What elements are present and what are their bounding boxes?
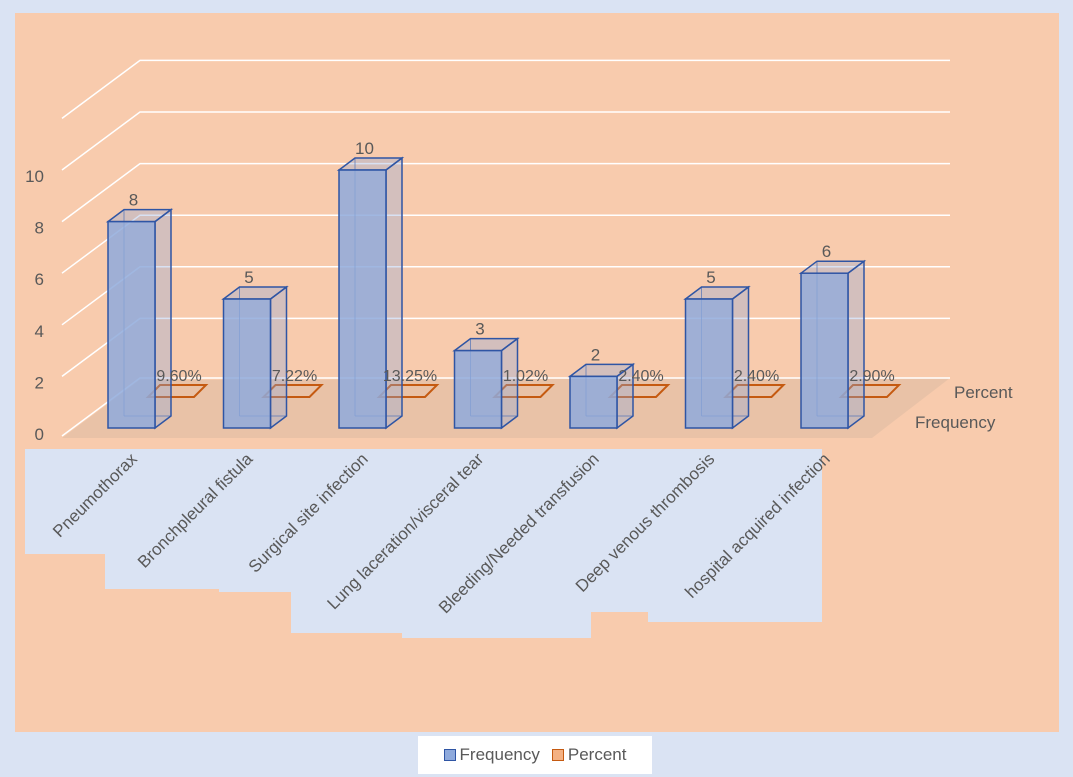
category-label-background <box>105 449 219 589</box>
frequency-bar-side <box>731 285 750 430</box>
percent-data-label: 9.60% <box>156 368 201 385</box>
category-label-background <box>219 449 291 592</box>
y-tick-label: 8 <box>35 219 44 238</box>
frequency-bar-side <box>269 285 288 430</box>
percent-data-label: 7.22% <box>272 368 317 385</box>
percent-bar <box>492 384 555 398</box>
legend: Frequency Percent <box>418 736 652 774</box>
legend-swatch-frequency <box>443 749 456 761</box>
frequency-data-label: 6 <box>822 242 831 261</box>
legend-label-frequency: Frequency <box>459 745 540 764</box>
category-label-background <box>591 449 648 612</box>
gridline <box>61 111 950 171</box>
legend-item-frequency: Frequency <box>443 745 540 765</box>
frequency-bar <box>800 272 849 429</box>
frequency-bar-side <box>154 208 172 430</box>
percent-bar <box>838 384 902 398</box>
frequency-data-label: 5 <box>706 268 715 287</box>
percent-data-label: 1.02% <box>503 368 548 385</box>
frequency-data-label: 3 <box>475 320 484 339</box>
y-tick-label: 4 <box>35 322 44 341</box>
frequency-bar-side <box>847 259 865 430</box>
gridline <box>61 162 950 223</box>
y-tick-label: 10 <box>25 167 44 186</box>
frequency-bar <box>684 298 734 429</box>
frequency-bar <box>569 375 618 429</box>
category-label-background <box>648 449 822 622</box>
gridline <box>61 214 950 274</box>
percent-data-label: 2.90% <box>849 368 894 385</box>
frequency-data-label: 10 <box>355 139 374 158</box>
category-label-background <box>25 449 107 554</box>
legend-label-percent: Percent <box>567 745 627 764</box>
y-tick-label: 6 <box>35 270 44 289</box>
percent-bar <box>376 384 440 398</box>
percent-data-label: 2.40% <box>734 368 779 385</box>
percent-bar <box>723 384 786 398</box>
percent-data-label: 13.25% <box>383 368 437 385</box>
y-tick-label: 2 <box>35 373 44 392</box>
frequency-bar <box>453 349 503 429</box>
percent-bar <box>607 384 671 398</box>
frequency-data-label: 2 <box>591 345 600 364</box>
category-label-background <box>402 449 591 638</box>
frequency-data-label: 5 <box>244 268 253 287</box>
depth-label-percent: Percent <box>954 383 1013 402</box>
percent-bar <box>145 384 209 398</box>
frequency-bar <box>222 298 272 429</box>
gridline <box>61 59 950 120</box>
frequency-bar-side <box>385 156 403 430</box>
frequency-bar <box>107 220 156 429</box>
depth-label-frequency: Frequency <box>915 413 996 432</box>
legend-swatch-percent <box>551 749 564 761</box>
frequency-bar <box>338 169 387 429</box>
y-tick-label: 0 <box>35 425 44 444</box>
percent-data-label: 2.40% <box>618 368 663 385</box>
frequency-data-label: 8 <box>129 191 138 210</box>
legend-item-percent: Percent <box>551 745 627 765</box>
category-label-background <box>291 449 402 633</box>
percent-bar <box>261 384 324 398</box>
